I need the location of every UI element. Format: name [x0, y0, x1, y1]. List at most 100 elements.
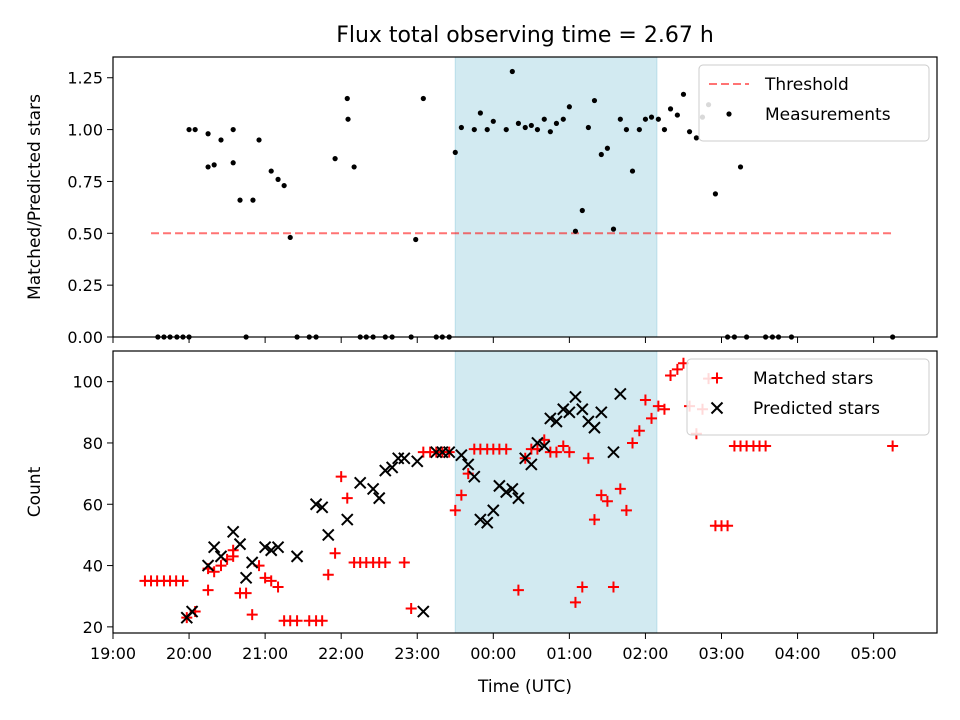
data-point [547, 129, 553, 135]
data-point [582, 452, 594, 464]
data-point [316, 615, 328, 627]
data-point [665, 370, 677, 382]
data-point [230, 126, 236, 133]
data-point [335, 471, 347, 483]
data-point [201, 559, 215, 572]
y-tick-label: 100 [72, 373, 103, 392]
data-point [629, 168, 636, 174]
legend-label: Threshold [764, 75, 849, 95]
data-point [623, 126, 630, 133]
data-point [265, 544, 278, 557]
data-point [256, 137, 262, 143]
data-point [398, 557, 410, 568]
data-point [544, 412, 557, 425]
data-point [531, 436, 544, 450]
data-point [420, 95, 426, 102]
y-axis-label: Count [25, 466, 45, 517]
data-point [411, 455, 424, 468]
data-point [512, 491, 525, 505]
data-point [227, 544, 239, 556]
data-point [503, 126, 509, 133]
data-point [579, 207, 585, 214]
data-point [636, 126, 642, 133]
data-point [332, 156, 338, 162]
data-point [452, 149, 458, 156]
data-point [246, 609, 258, 621]
x-tick-label: 04:00 [774, 644, 820, 663]
data-point [588, 421, 601, 434]
data-point [557, 403, 570, 416]
data-point [607, 581, 619, 593]
data-point [477, 110, 483, 116]
data-point [258, 540, 272, 554]
data-point [614, 483, 626, 495]
data-point [617, 116, 623, 122]
x-tick-label: 22:00 [318, 644, 364, 663]
x-tick-label: 05:00 [851, 644, 897, 663]
top-panel: 0.00 0.25 0.50 0.75 1.00 1.25 Matched/Predicte… [25, 56, 938, 347]
data-point [417, 605, 430, 618]
series-1 [180, 387, 627, 624]
data-point [449, 504, 461, 516]
data-point [557, 440, 569, 452]
data-point [322, 528, 335, 542]
data-point [230, 160, 236, 166]
data-point [208, 566, 220, 578]
data-point [281, 182, 287, 189]
data-point [329, 547, 341, 559]
data-point [474, 513, 487, 526]
data-point [737, 164, 744, 170]
data-point [627, 437, 638, 449]
legend-predicted-swatch [710, 401, 724, 415]
data-point [598, 151, 604, 158]
data-point [315, 501, 329, 514]
data-point [344, 95, 350, 102]
data-point [560, 116, 566, 122]
data-point [259, 572, 271, 584]
data-point [667, 106, 674, 112]
y-tick-label: 1.25 [67, 69, 103, 88]
data-point [275, 176, 281, 182]
data-point [405, 602, 417, 614]
data-point [341, 513, 354, 526]
axes-frame [112, 350, 938, 634]
data-point [512, 584, 524, 596]
data-point [185, 605, 199, 618]
data-point [550, 446, 562, 458]
data-point [509, 68, 515, 75]
data-point [588, 514, 600, 526]
data-point [211, 162, 217, 168]
data-point [601, 495, 613, 507]
observing-window-span [454, 56, 658, 338]
data-point [379, 557, 391, 568]
data-point [240, 587, 252, 599]
data-point [633, 425, 645, 437]
data-point [379, 464, 392, 477]
data-point [604, 145, 611, 151]
x-tick-label: 20:00 [166, 644, 212, 663]
data-point [522, 124, 528, 131]
y-tick-label: 80 [83, 434, 103, 453]
data-point [481, 516, 494, 529]
data-point [214, 550, 228, 563]
y-tick-label: 40 [83, 557, 103, 576]
data-point [237, 197, 243, 203]
data-point [534, 126, 541, 133]
data-point [506, 482, 519, 496]
data-point [553, 120, 560, 126]
x-tick-label: 01:00 [546, 644, 592, 663]
data-point [471, 126, 477, 133]
data-point [563, 406, 576, 419]
data-point [353, 476, 367, 490]
data-point [760, 440, 772, 452]
observing-window-span [454, 350, 658, 634]
legend-matched-swatch [711, 372, 723, 384]
chart-title: Flux total observing time = 2.67 h [336, 23, 714, 48]
data-point [661, 126, 668, 133]
data-point [607, 445, 620, 459]
data-point [487, 504, 500, 517]
x-tick-label: 19:00 [90, 644, 136, 663]
data-point [351, 164, 357, 170]
x-tick-label: 00:00 [470, 644, 516, 663]
data-point [322, 569, 334, 581]
